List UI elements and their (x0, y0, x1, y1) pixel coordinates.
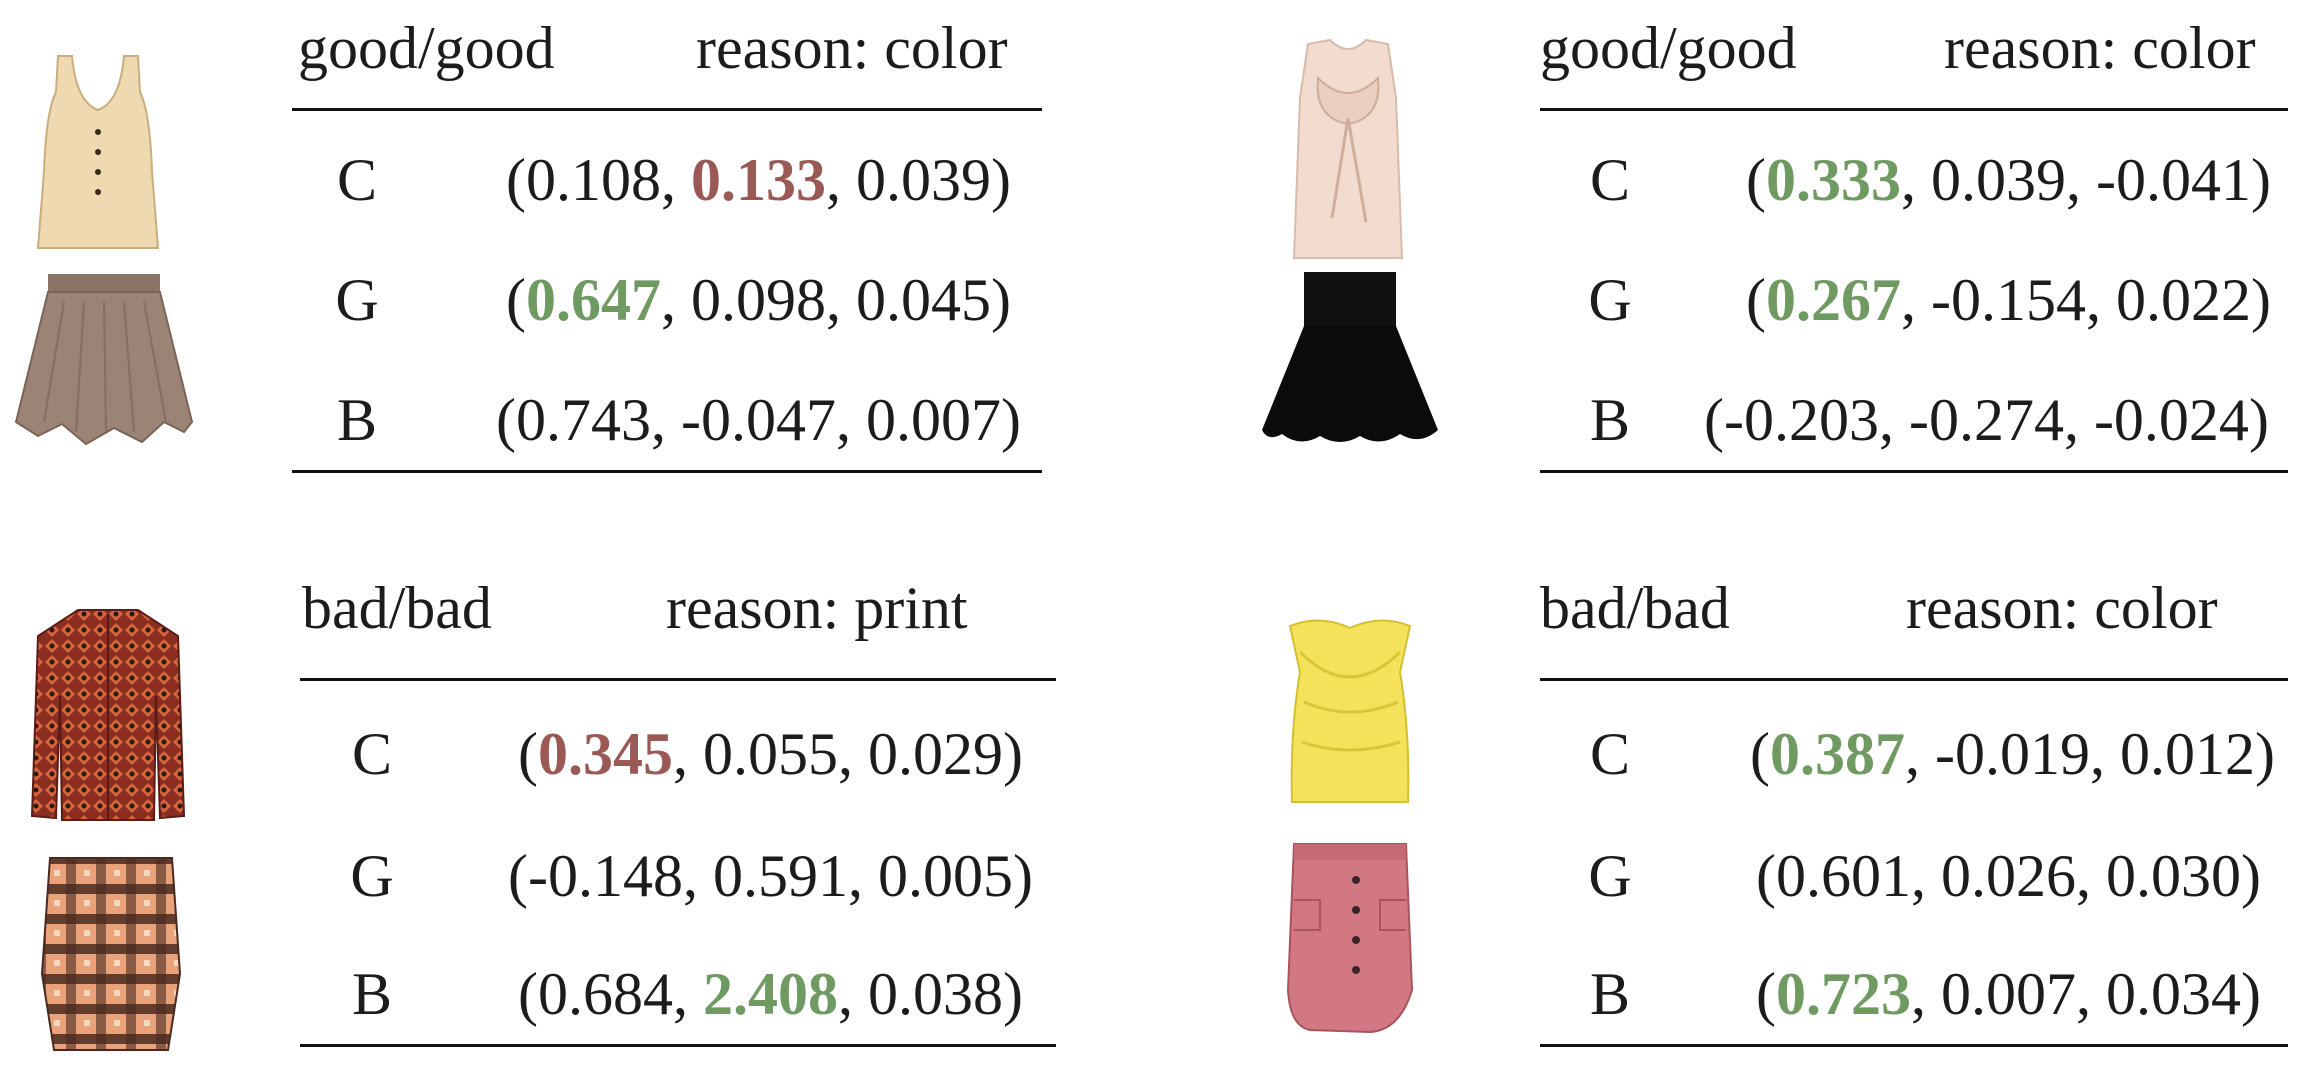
outfit-label: good/good (298, 15, 555, 81)
row-label-b: B (1589, 387, 1631, 453)
strapless-top-icon (1288, 619, 1412, 803)
panel-2: good/good reason: color C (0.333, 0.039,… (1240, 0, 2316, 500)
panel-1: good/good reason: color C (0.108, 0.133,… (0, 0, 1100, 500)
value: 0.055 (702, 721, 838, 787)
reason-label: reason: color (696, 15, 1008, 81)
value: 0.133 (690, 147, 826, 213)
outfit-label: good/good (1540, 15, 1797, 81)
table-4: bad/bad reason: color C (0.387, -0.019, … (1540, 578, 2316, 1048)
value: 0.039 (1930, 147, 2066, 213)
bow-blouse-icon (1292, 38, 1404, 259)
outfit-label: bad/bad (1540, 575, 1730, 641)
row-label-g: G (335, 267, 379, 333)
panel-4: bad/bad reason: color C (0.387, -0.019, … (1240, 560, 2316, 1068)
row-label-c: C (336, 147, 378, 213)
reason-label: reason: color (1944, 15, 2256, 81)
bottom-rule (1540, 1044, 2288, 1047)
value: 0.007 (1940, 961, 2076, 1027)
bottom-rule (292, 470, 1042, 473)
value: 0.387 (1769, 721, 1905, 787)
reason-label: reason: color (1906, 575, 2218, 641)
table-1: good/good reason: color C (0.108, 0.133,… (292, 18, 1052, 478)
table-3: bad/bad reason: print C (0.345, 0.055, 0… (300, 578, 1060, 1048)
value: 0.743 (515, 387, 651, 453)
top-rule (292, 108, 1042, 111)
row-label-g: G (350, 843, 394, 909)
value: 0.039 (855, 147, 991, 213)
row-values-c: (0.387, -0.019, 0.012) (1750, 721, 2275, 787)
value: -0.019 (1934, 721, 2090, 787)
value: 2.408 (702, 961, 838, 1027)
row-values-b: (-0.203, -0.274, -0.024) (1704, 387, 2269, 453)
value: 0.029 (867, 721, 1003, 787)
value: 0.267 (1765, 267, 1901, 333)
value: 0.005 (877, 843, 1013, 909)
row-values-c: (0.333, 0.039, -0.041) (1746, 147, 2271, 213)
row-values-g: (0.267, -0.154, 0.022) (1746, 267, 2271, 333)
value: 0.012 (2119, 721, 2255, 787)
value: -0.148 (527, 843, 683, 909)
row-label-c: C (351, 721, 393, 787)
value: 0.045 (855, 267, 991, 333)
value: 0.684 (537, 961, 673, 1027)
row-label-g: G (1588, 267, 1632, 333)
value: -0.203 (1723, 387, 1879, 453)
tulle-skirt-icon (14, 274, 194, 446)
sleeveless-top-icon (36, 55, 160, 249)
print-shirt-icon (30, 609, 186, 821)
value: 0.022 (2115, 267, 2251, 333)
row-values-c: (0.108, 0.133, 0.039) (506, 147, 1011, 213)
row-values-b: (0.723, 0.007, 0.034) (1756, 961, 2261, 1027)
value: -0.041 (2095, 147, 2251, 213)
row-label-c: C (1589, 721, 1631, 787)
plaid-skirt-icon (40, 857, 182, 1051)
flared-skirt-icon (1262, 272, 1438, 442)
value: 0.038 (867, 961, 1003, 1027)
top-rule (300, 678, 1056, 681)
value: 0.723 (1775, 961, 1911, 1027)
row-values-b: (0.684, 2.408, 0.038) (518, 961, 1023, 1027)
row-values-c: (0.345, 0.055, 0.029) (518, 721, 1023, 787)
value: -0.024 (2093, 387, 2249, 453)
row-label-c: C (1589, 147, 1631, 213)
value: 0.007 (865, 387, 1001, 453)
value: 0.345 (537, 721, 673, 787)
row-label-b: B (1589, 961, 1631, 1027)
top-rule (1540, 678, 2288, 681)
row-values-g: (0.647, 0.098, 0.045) (506, 267, 1011, 333)
button-skirt-icon (1286, 843, 1414, 1034)
value: -0.274 (1908, 387, 2064, 453)
value: 0.034 (2105, 961, 2241, 1027)
value: 0.098 (690, 267, 826, 333)
row-values-g: (0.601, 0.026, 0.030) (1756, 843, 2261, 909)
value: 0.647 (525, 267, 661, 333)
bottom-rule (1540, 470, 2288, 473)
value: 0.026 (1940, 843, 2076, 909)
row-label-b: B (351, 961, 393, 1027)
value: 0.601 (1775, 843, 1911, 909)
row-values-g: (-0.148, 0.591, 0.005) (508, 843, 1033, 909)
value: 0.108 (525, 147, 661, 213)
value: 0.030 (2105, 843, 2241, 909)
value: -0.047 (680, 387, 836, 453)
value: -0.154 (1930, 267, 2086, 333)
outfit-label: bad/bad (302, 575, 492, 641)
row-label-g: G (1588, 843, 1632, 909)
table-2: good/good reason: color C (0.333, 0.039,… (1540, 18, 2316, 478)
reason-label: reason: print (666, 575, 968, 641)
bottom-rule (300, 1044, 1056, 1047)
value: 0.591 (712, 843, 848, 909)
value: 0.333 (1765, 147, 1901, 213)
row-values-b: (0.743, -0.047, 0.007) (496, 387, 1021, 453)
panel-3: bad/bad reason: print C (0.345, 0.055, 0… (0, 560, 1100, 1068)
top-rule (1540, 108, 2288, 111)
row-label-b: B (336, 387, 378, 453)
